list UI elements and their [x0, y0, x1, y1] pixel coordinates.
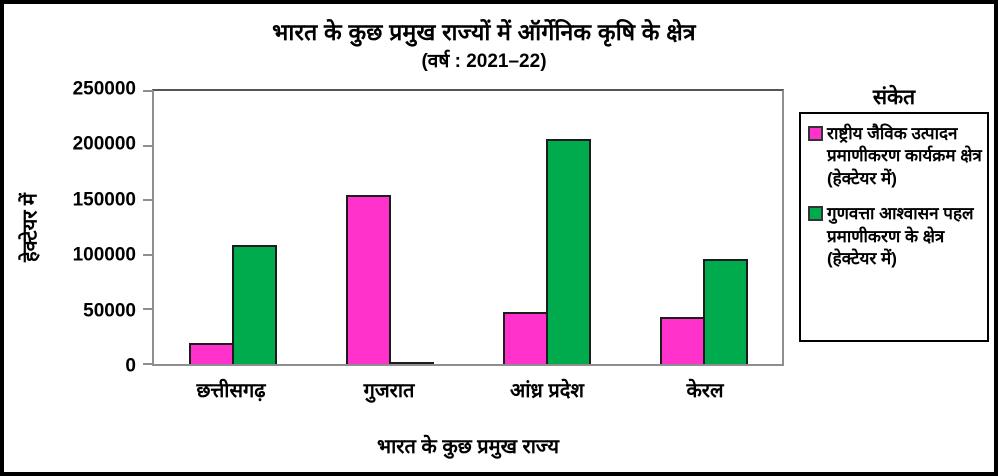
legend-item-label-1: गुणवत्ता आश्वासन पहल प्रमाणीकरण के क्षेत… [827, 204, 974, 269]
legend-swatch-0 [808, 126, 823, 141]
y-tick-label-0: 0 [125, 355, 136, 377]
x-tick-label-0: छत्तीसगढ़ [196, 380, 266, 402]
chart-title: भारत के कुछ प्रमुख राज्यों में ऑर्गेनिक … [272, 19, 696, 45]
bar-cat3-series1 [702, 259, 748, 364]
y-tick-mark-100000 [143, 253, 152, 256]
chart-subtitle: (वर्ष : 2021–22) [421, 51, 547, 72]
bar-cat2-series1 [545, 139, 591, 364]
y-tick-mark-0 [143, 363, 152, 365]
legend-item-label-0: राष्ट्रीय जैविक उत्पादन प्रमाणीकरण कार्य… [827, 124, 982, 188]
legend-title: संकेत [872, 86, 916, 109]
bar-group-1 [311, 91, 468, 364]
x-axis-tick-labels: छत्तीसगढ़ गुजरात आंध्र प्रदेश केरल [152, 376, 784, 403]
bar-cat1-series1 [388, 361, 434, 364]
legend-swatch-1 [808, 206, 823, 222]
plot-area [143, 89, 784, 366]
y-tick-label-250000: 250000 [72, 78, 136, 100]
bar-groups [154, 91, 782, 364]
y-tick-label-200000: 200000 [72, 133, 136, 155]
y-tick-label-150000: 150000 [72, 189, 136, 211]
bar-cat0-series0 [188, 343, 234, 364]
y-tick-mark-150000 [143, 199, 152, 202]
bar-cat1-series0 [345, 194, 391, 364]
bar-group-3 [625, 91, 782, 364]
y-tick-mark-250000 [143, 90, 152, 92]
legend: राष्ट्रीय जैविक उत्पादन प्रमाणीकरण कार्य… [799, 112, 989, 342]
y-tick-mark-50000 [143, 308, 152, 311]
bar-cat0-series1 [231, 244, 277, 364]
x-tick-label-1: गुजरात [363, 380, 415, 402]
y-tick-mark-200000 [143, 144, 152, 147]
y-axis-tick-labels: 0 50000 100000 150000 200000 250000 [4, 80, 136, 376]
x-axis-title: भारत के कुछ प्रमुख राज्य [377, 436, 559, 458]
y-tick-label-50000: 50000 [83, 300, 136, 322]
bar-cat3-series0 [659, 317, 705, 364]
y-tick-label-100000: 100000 [72, 244, 136, 266]
x-tick-label-3: केरल [686, 380, 724, 402]
legend-item-0: राष्ट्रीय जैविक उत्पादन प्रमाणीकरण कार्य… [808, 123, 983, 190]
bar-group-0 [154, 91, 311, 364]
bar-group-2 [468, 91, 625, 364]
legend-item-1: गुणवत्ता आश्वासन पहल प्रमाणीकरण के क्षेत… [808, 203, 983, 270]
x-tick-label-2: आंध्र प्रदेश [510, 380, 584, 402]
bar-cat2-series0 [502, 311, 548, 364]
